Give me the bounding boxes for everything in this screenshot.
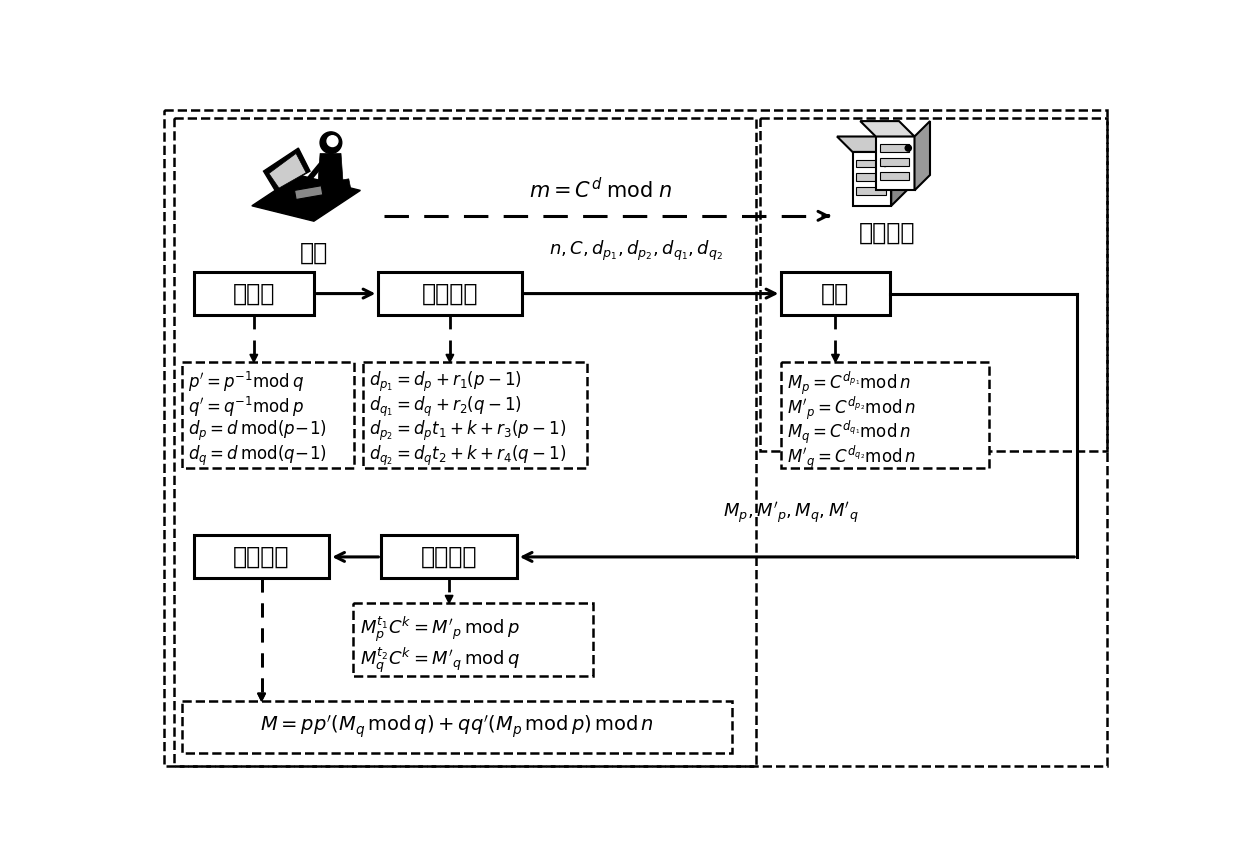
Polygon shape xyxy=(892,136,906,206)
Text: 预处理: 预处理 xyxy=(233,281,275,306)
Bar xyxy=(182,362,355,469)
Polygon shape xyxy=(258,694,265,701)
Text: $n,C,d_{p_1},d_{p_2},d_{q_1},d_{q_2}$: $n,C,d_{p_1},d_{p_2},d_{q_1},d_{q_2}$ xyxy=(548,239,723,263)
Polygon shape xyxy=(446,354,454,362)
Polygon shape xyxy=(445,595,453,603)
Polygon shape xyxy=(258,694,265,701)
Polygon shape xyxy=(861,122,915,136)
Bar xyxy=(781,362,990,469)
Text: $M_q=C^{d_{q_1}}\mathrm{mod}\,n$: $M_q=C^{d_{q_1}}\mathrm{mod}\,n$ xyxy=(787,419,911,446)
Text: 恢复结果: 恢复结果 xyxy=(233,545,290,569)
Circle shape xyxy=(882,161,888,167)
Text: $m=C^d\;\mathrm{mod}\;n$: $m=C^d\;\mathrm{mod}\;n$ xyxy=(529,177,672,202)
Text: $M_p^{t_1}C^k=M'_p\,\mathrm{mod}\,p$: $M_p^{t_1}C^k=M'_p\,\mathrm{mod}\,p$ xyxy=(361,615,520,644)
Bar xyxy=(879,158,909,166)
Text: 云服务器: 云服务器 xyxy=(859,221,915,245)
Text: 计算: 计算 xyxy=(821,281,849,306)
Bar xyxy=(857,160,885,168)
Text: $M_p=C^{d_{p_1}}\mathrm{mod}\,n$: $M_p=C^{d_{p_1}}\mathrm{mod}\,n$ xyxy=(787,370,911,398)
Bar xyxy=(295,186,322,200)
Bar xyxy=(352,603,593,676)
Bar xyxy=(363,362,588,469)
Polygon shape xyxy=(915,122,930,190)
Bar xyxy=(879,144,909,152)
Bar xyxy=(182,701,733,753)
Polygon shape xyxy=(875,136,915,190)
Circle shape xyxy=(320,132,342,154)
Bar xyxy=(382,536,517,578)
Text: $q'=q^{-1}\mathrm{mod}\,p$: $q'=q^{-1}\mathrm{mod}\,p$ xyxy=(188,394,304,418)
Bar xyxy=(857,187,885,195)
Bar xyxy=(857,174,885,181)
Polygon shape xyxy=(832,354,839,362)
Polygon shape xyxy=(250,354,258,362)
Bar xyxy=(378,272,522,315)
Bar xyxy=(879,172,909,180)
Text: 验证结果: 验证结果 xyxy=(420,545,477,569)
Bar xyxy=(759,118,1107,450)
Bar xyxy=(175,118,755,766)
Text: $M=pp'(M_q\,\mathrm{mod}\,q)+qq'(M_p\,\mathrm{mod}\,p)\,\mathrm{mod}\,n$: $M=pp'(M_q\,\mathrm{mod}\,q)+qq'(M_p\,\m… xyxy=(260,713,655,740)
Bar xyxy=(781,272,890,315)
Text: $d_p=d\,\mathrm{mod}(p\!-\!1)$: $d_p=d\,\mathrm{mod}(p\!-\!1)$ xyxy=(188,419,327,444)
Polygon shape xyxy=(269,154,306,188)
Text: $M'_q=C^{d_{q_2}}\mathrm{mod}\,n$: $M'_q=C^{d_{q_2}}\mathrm{mod}\,n$ xyxy=(787,444,916,471)
Circle shape xyxy=(905,145,911,151)
Text: $d_{p_1}=d_p+r_1(p-1)$: $d_{p_1}=d_p+r_1(p-1)$ xyxy=(370,370,522,394)
Polygon shape xyxy=(837,136,892,152)
Bar xyxy=(193,272,314,315)
Text: $d_q=d\,\mathrm{mod}(q\!-\!1)$: $d_q=d\,\mathrm{mod}(q\!-\!1)$ xyxy=(188,444,327,468)
Bar xyxy=(193,536,330,578)
Text: $d_{q_2}=d_qt_2+k+r_4(q-1)$: $d_{q_2}=d_qt_2+k+r_4(q-1)$ xyxy=(370,444,567,468)
Polygon shape xyxy=(263,148,310,190)
Polygon shape xyxy=(317,154,343,187)
Text: $M_q^{t_2}C^k=M'_q\,\mathrm{mod}\,q$: $M_q^{t_2}C^k=M'_q\,\mathrm{mod}\,q$ xyxy=(361,646,521,675)
Text: 问题转化: 问题转化 xyxy=(422,281,479,306)
Polygon shape xyxy=(303,179,351,198)
Polygon shape xyxy=(252,175,361,221)
Circle shape xyxy=(327,135,339,147)
Text: $d_{p_2}=d_pt_1+k+r_3(p-1)$: $d_{p_2}=d_pt_1+k+r_3(p-1)$ xyxy=(370,419,567,444)
Text: $M_p,M'_p,M_q,M'_q$: $M_p,M'_p,M_q,M'_q$ xyxy=(723,501,858,526)
Text: $M'_p=C^{d_{p_2}}\mathrm{mod}\,n$: $M'_p=C^{d_{p_2}}\mathrm{mod}\,n$ xyxy=(787,394,916,422)
Text: $p'=p^{-1}\mathrm{mod}\,q$: $p'=p^{-1}\mathrm{mod}\,q$ xyxy=(188,370,305,394)
Text: 用户: 用户 xyxy=(300,240,329,265)
Polygon shape xyxy=(853,152,892,206)
Text: $d_{q_1}=d_q+r_2(q-1)$: $d_{q_1}=d_q+r_2(q-1)$ xyxy=(370,394,522,418)
